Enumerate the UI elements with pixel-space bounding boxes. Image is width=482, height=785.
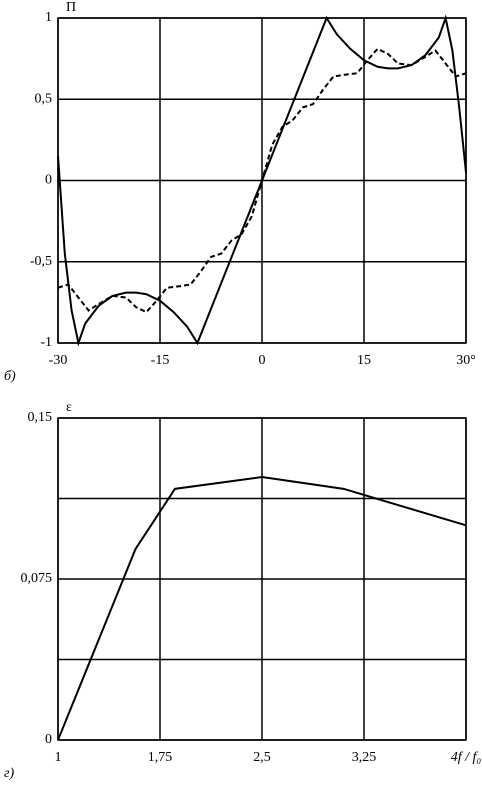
y-tick-label: -1: [40, 335, 52, 350]
data-line: [57, 476, 467, 741]
y-tick-label: -0,5: [30, 254, 52, 269]
y-tick-label: 0: [45, 732, 52, 747]
y-tick-label: 0,5: [35, 91, 53, 106]
y-tick-label: 0,075: [21, 571, 53, 586]
x-tick-label: -15: [151, 353, 170, 368]
panel-label: г): [4, 766, 14, 781]
x-tick-label: 2,5: [253, 750, 271, 765]
x-tick-label: 0: [259, 353, 266, 368]
panel-label: б): [4, 369, 16, 384]
x-tick-label: 15: [357, 353, 371, 368]
data-line: [57, 47, 467, 314]
y-tick-label: 0,15: [28, 410, 53, 425]
x-tick-label: -30: [49, 353, 68, 368]
y-axis-label: П: [66, 0, 76, 15]
y-tick-label: 1: [45, 10, 52, 25]
y-tick-label: 0: [45, 173, 52, 188]
x-tick-label: 4f / f₀: [451, 750, 482, 765]
x-tick-label: 3,25: [352, 750, 377, 765]
x-tick-label: 30°: [456, 353, 476, 368]
x-tick-label: 1,75: [148, 750, 173, 765]
y-axis-label: ε: [66, 400, 72, 415]
x-tick-label: 1: [55, 750, 62, 765]
